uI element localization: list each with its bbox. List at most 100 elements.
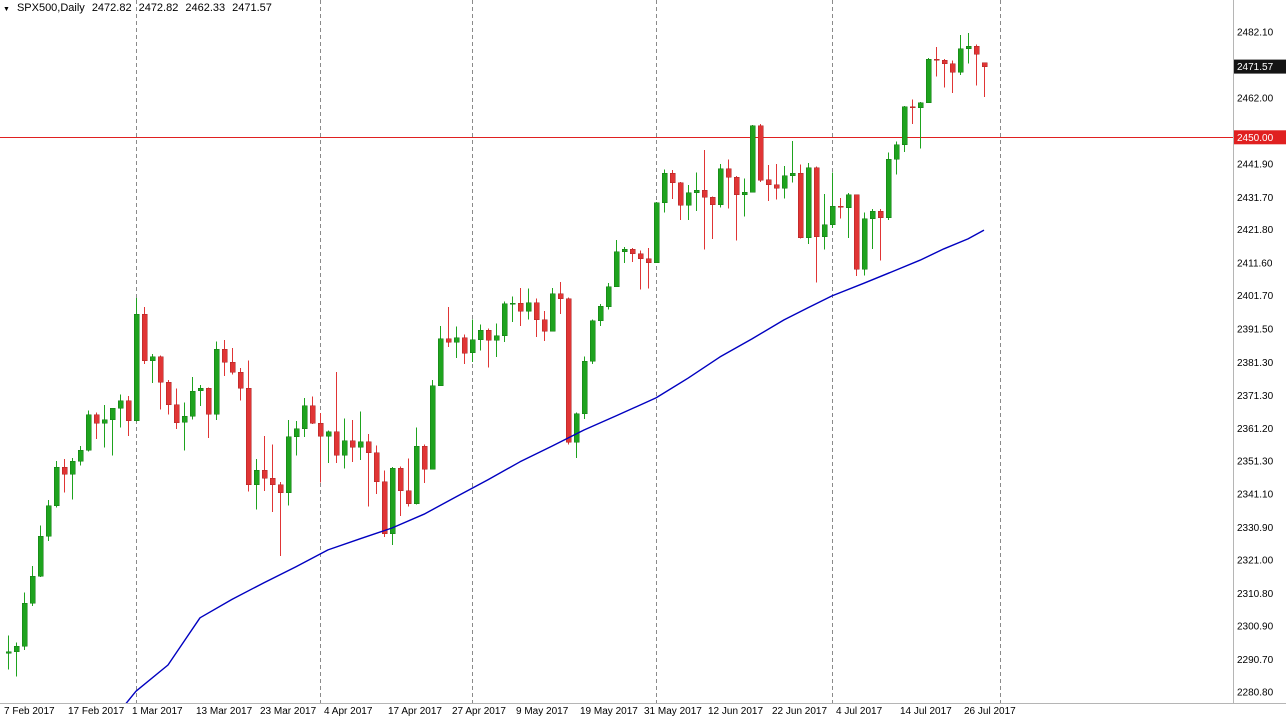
candle-body bbox=[941, 60, 948, 64]
candle-body bbox=[549, 293, 556, 332]
candle-body bbox=[869, 211, 876, 219]
candle-body bbox=[341, 440, 348, 456]
candle-body bbox=[477, 329, 484, 340]
time-axis-label: 12 Jun 2017 bbox=[708, 706, 763, 717]
time-axis-label: 26 Jul 2017 bbox=[964, 706, 1016, 717]
candle-body bbox=[965, 45, 972, 49]
candle-body bbox=[389, 468, 396, 535]
candle-body bbox=[29, 575, 36, 604]
candle-body bbox=[157, 356, 164, 383]
candle-body bbox=[61, 467, 68, 475]
candle-body bbox=[677, 182, 684, 206]
current-price-badge bbox=[1234, 59, 1286, 74]
candle-body bbox=[437, 338, 444, 387]
time-axis-label: 4 Jul 2017 bbox=[836, 706, 883, 717]
price-axis-label: 2462.00 bbox=[1237, 94, 1274, 105]
price-axis-label: 2321.00 bbox=[1237, 556, 1274, 567]
candle-body bbox=[749, 125, 756, 193]
candle-body bbox=[829, 205, 836, 225]
candle-body bbox=[605, 286, 612, 307]
candle-body bbox=[333, 431, 340, 456]
candle-body bbox=[669, 172, 676, 184]
time-axis-label: 17 Apr 2017 bbox=[388, 706, 442, 717]
time-axis-label: 27 Apr 2017 bbox=[452, 706, 506, 717]
candle-body bbox=[781, 175, 788, 189]
candle-body bbox=[445, 338, 452, 343]
candle-body bbox=[877, 211, 884, 218]
ohlc-open-value: 2472.82 bbox=[91, 2, 132, 14]
candle-body bbox=[133, 314, 140, 421]
candle-body bbox=[293, 428, 300, 438]
candle-body bbox=[13, 646, 20, 652]
candle-body bbox=[237, 372, 244, 389]
candle-body bbox=[221, 349, 228, 363]
candle-body bbox=[429, 385, 436, 470]
time-axis-label: 9 May 2017 bbox=[516, 706, 569, 717]
time-axis-label: 31 May 2017 bbox=[644, 706, 702, 717]
candle-body bbox=[765, 179, 772, 185]
candle-body bbox=[109, 408, 116, 421]
candle-body bbox=[69, 460, 76, 475]
time-axis-label: 19 May 2017 bbox=[580, 706, 638, 717]
price-axis-label: 2381.30 bbox=[1237, 358, 1274, 369]
candle-body bbox=[629, 249, 636, 254]
plot-area[interactable] bbox=[0, 0, 1233, 711]
candle-body bbox=[5, 651, 12, 654]
candle-body bbox=[805, 167, 812, 238]
candle-body bbox=[709, 196, 716, 206]
candle-body bbox=[973, 45, 980, 55]
price-axis-label: 2391.50 bbox=[1237, 325, 1274, 336]
price-axis-label: 2482.10 bbox=[1237, 28, 1274, 39]
candle-body bbox=[373, 452, 380, 483]
hline-price-badge bbox=[1234, 130, 1286, 145]
price-axis-label: 2431.70 bbox=[1237, 193, 1274, 204]
price-axis-label: 2330.90 bbox=[1237, 523, 1274, 534]
time-axis-label: 7 Feb 2017 bbox=[4, 706, 55, 717]
candle-body bbox=[565, 298, 572, 443]
candle-body bbox=[277, 484, 284, 493]
candle-body bbox=[645, 258, 652, 263]
candle-body bbox=[741, 192, 748, 195]
current-price-badge-label: 2471.57 bbox=[1237, 62, 1274, 73]
candle-body bbox=[485, 329, 492, 341]
candle-body bbox=[517, 302, 524, 312]
price-axis-label: 2341.10 bbox=[1237, 490, 1274, 501]
candle-body bbox=[525, 302, 532, 312]
price-axis-label: 2300.90 bbox=[1237, 622, 1274, 633]
ohlc-high-value: 2472.82 bbox=[138, 2, 179, 14]
candle-body bbox=[349, 440, 356, 448]
candle-body bbox=[757, 125, 764, 181]
candle-body bbox=[285, 436, 292, 493]
candle-body bbox=[173, 404, 180, 423]
candle-body bbox=[541, 319, 548, 332]
candle-body bbox=[357, 441, 364, 448]
candle-body bbox=[125, 400, 132, 421]
candle-body bbox=[725, 168, 732, 178]
candle-body bbox=[797, 172, 804, 238]
candle-body bbox=[493, 335, 500, 341]
candle-body bbox=[685, 192, 692, 206]
time-axis-label: 1 Mar 2017 bbox=[132, 706, 183, 717]
candle-body bbox=[77, 449, 84, 462]
candle-body bbox=[421, 445, 428, 470]
candle-body bbox=[813, 167, 820, 237]
chart-menu-icon[interactable]: ▼ bbox=[3, 5, 10, 13]
candle-body bbox=[845, 194, 852, 208]
candle-body bbox=[981, 62, 988, 67]
price-axis-label: 2290.70 bbox=[1237, 655, 1274, 666]
price-axis-label: 2351.30 bbox=[1237, 456, 1274, 467]
candle-body bbox=[213, 349, 220, 415]
candle-body bbox=[885, 159, 892, 218]
hline-price-badge-label: 2450.00 bbox=[1237, 133, 1274, 144]
candle-body bbox=[93, 414, 100, 424]
candles-layer bbox=[5, 32, 988, 677]
time-axis-label: 22 Jun 2017 bbox=[772, 706, 827, 717]
candle-body bbox=[909, 106, 916, 109]
candle-body bbox=[661, 172, 668, 203]
moving-average-line[interactable] bbox=[120, 229, 985, 711]
candle-body bbox=[365, 441, 372, 453]
time-axis-label: 17 Feb 2017 bbox=[68, 706, 125, 717]
price-axis-label: 2310.80 bbox=[1237, 589, 1274, 600]
time-axis-label: 4 Apr 2017 bbox=[324, 706, 373, 717]
